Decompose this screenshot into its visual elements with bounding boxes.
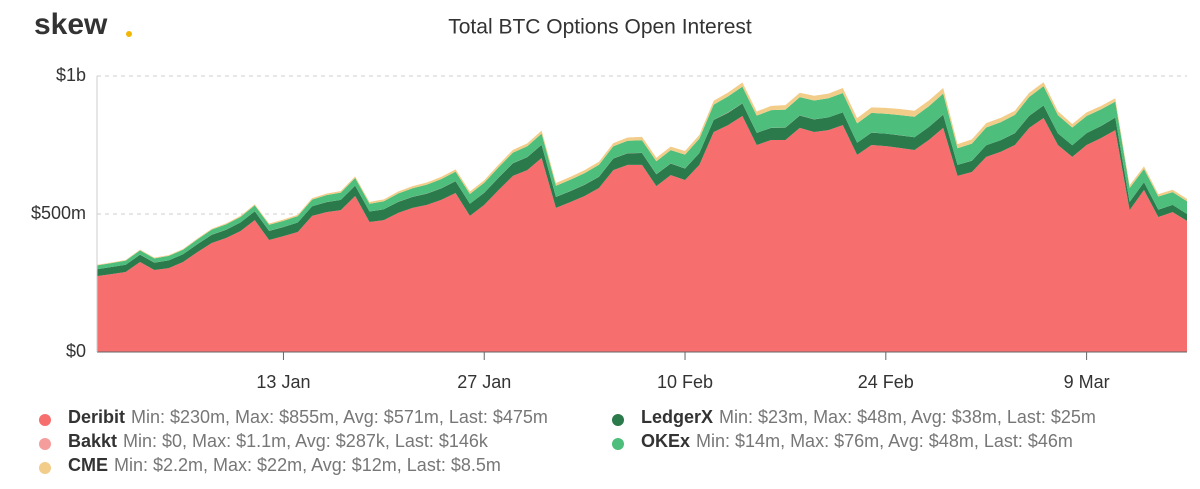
legend-swatch <box>39 462 51 474</box>
legend-item: OKEx Min: $14m, Max: $76m, Avg: $48m, Las… <box>641 431 1073 451</box>
x-tick-label: 9 Mar <box>1064 372 1110 392</box>
logo-dot <box>126 31 132 37</box>
legend-swatch <box>612 438 624 450</box>
area <box>97 116 1187 353</box>
y-tick-label: $500m <box>31 203 86 223</box>
legend-name: OKEx <box>641 431 690 451</box>
legend-name: LedgerX <box>641 407 713 427</box>
area <box>97 103 1187 277</box>
y-tick-label: $1b <box>56 65 86 85</box>
legend-item: CME Min: $2.2m, Max: $22m, Avg: $12m, Las… <box>68 455 501 475</box>
legend-stats: Min: $23m, Max: $48m, Avg: $38m, Last: $… <box>719 407 1096 427</box>
x-tick-label: 27 Jan <box>457 372 511 392</box>
legend-name: Bakkt <box>68 431 117 451</box>
x-tick-label: 13 Jan <box>256 372 310 392</box>
x-tick-label: 24 Feb <box>858 372 914 392</box>
logo: skew <box>34 8 108 41</box>
legend-stats: Min: $0, Max: $1.1m, Avg: $287k, Last: $… <box>123 431 489 451</box>
legend-swatch <box>39 414 51 426</box>
chart-title: Total BTC Options Open Interest <box>448 16 752 39</box>
y-tick-label: $0 <box>66 341 86 361</box>
legend-item: Bakkt Min: $0, Max: $1.1m, Avg: $287k, La… <box>68 431 489 451</box>
legend-swatch <box>39 438 51 450</box>
legend-item: Deribit Min: $230m, Max: $855m, Avg: $571… <box>68 407 548 427</box>
legend-swatch <box>612 414 624 426</box>
area <box>97 86 1187 270</box>
x-tick-label: 10 Feb <box>657 372 713 392</box>
legend-item: LedgerX Min: $23m, Max: $48m, Avg: $38m, … <box>641 407 1096 427</box>
legend-stats: Min: $230m, Max: $855m, Avg: $571m, Last… <box>131 407 548 427</box>
legend-name: Deribit <box>68 407 125 427</box>
legend-stats: Min: $2.2m, Max: $22m, Avg: $12m, Last: … <box>114 455 501 475</box>
legend-stats: Min: $14m, Max: $76m, Avg: $48m, Last: $… <box>696 431 1073 451</box>
legend-name: CME <box>68 455 108 475</box>
